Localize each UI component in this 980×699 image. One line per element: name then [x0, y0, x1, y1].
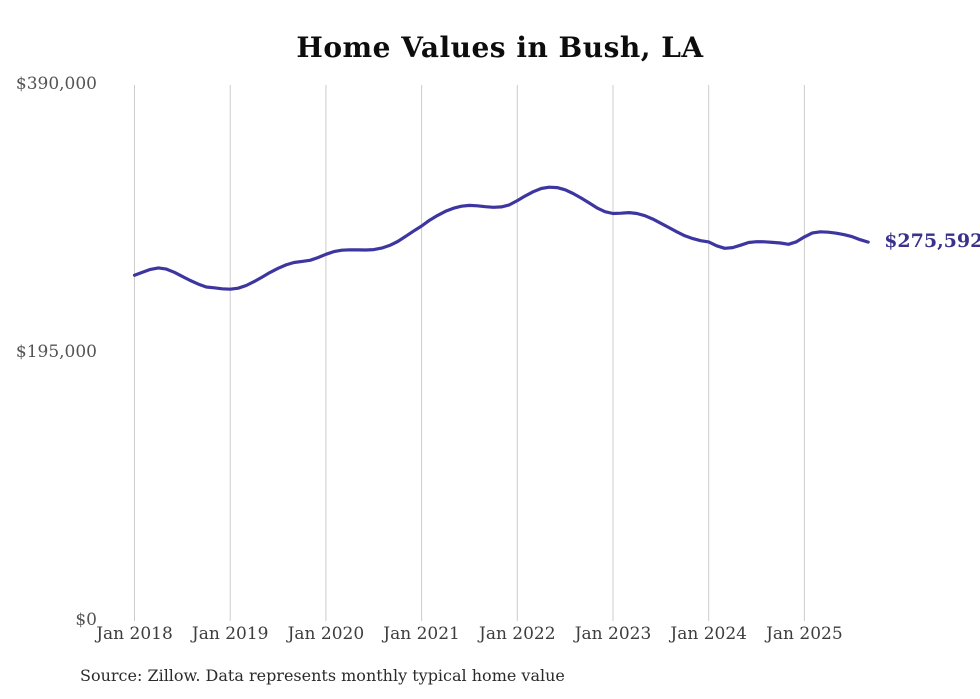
x-axis-tick-label: Jan 2018 — [96, 624, 173, 644]
x-axis-tick-label: Jan 2023 — [574, 624, 652, 644]
gridlines — [134, 85, 805, 621]
x-axis-tick-label: Jan 2025 — [766, 624, 843, 644]
home-value-line-series — [132, 185, 870, 291]
x-axis-tick-label: Jan 2021 — [383, 624, 460, 644]
y-axis-tick-label: $195,000 — [15, 341, 97, 362]
y-axis-tick-label: $0 — [75, 609, 97, 630]
x-axis-tick-label: Jan 2024 — [670, 624, 747, 644]
y-axis-tick-label: $390,000 — [15, 74, 97, 94]
x-axis-tick-label: Jan 2019 — [191, 624, 269, 644]
current-value-label: $275,592 — [884, 230, 980, 253]
x-axis-tick-label: Jan 2020 — [287, 624, 365, 644]
source-note: Source: Zillow. Data represents monthly … — [80, 666, 565, 685]
chart-title: Home Values in Bush, LA — [296, 31, 704, 64]
x-axis-tick-label: Jan 2022 — [479, 624, 556, 644]
